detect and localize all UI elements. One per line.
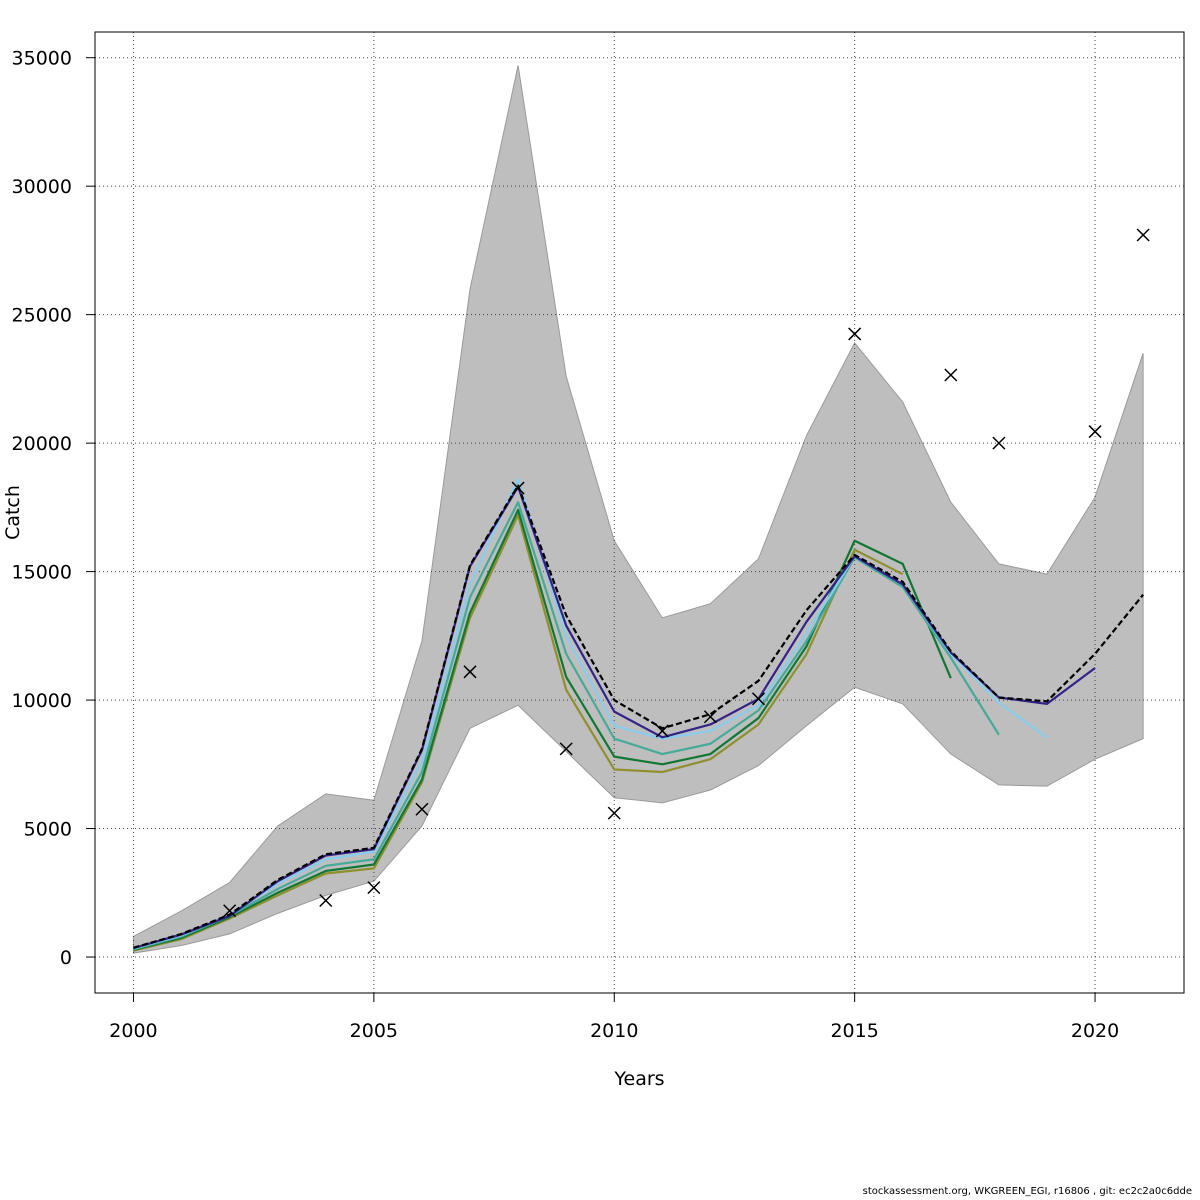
observation-marker xyxy=(751,692,766,706)
y-tick-label: 0 xyxy=(60,947,72,969)
series-line-2016 xyxy=(133,513,904,952)
series-line-2021 xyxy=(133,484,1144,949)
observation-marker xyxy=(848,327,862,341)
x-tick-label: 2005 xyxy=(350,1020,398,1042)
y-tick-label: 35000 xyxy=(12,48,72,70)
y-tick-label: 15000 xyxy=(12,562,72,584)
observation-marker xyxy=(319,893,333,908)
x-axis-title: Years xyxy=(613,1068,664,1090)
observation-marker xyxy=(607,806,621,820)
confidence-band-layer xyxy=(132,65,1144,954)
y-tick-label: 30000 xyxy=(12,176,72,198)
y-tick-label: 20000 xyxy=(12,433,72,455)
observation-marker xyxy=(655,724,669,738)
observation-marker xyxy=(463,665,477,679)
y-axis-title: Catch xyxy=(2,485,24,540)
observation-marker xyxy=(992,436,1006,450)
observation-marker xyxy=(367,881,381,895)
grid-layer xyxy=(95,32,1184,993)
observation-marker xyxy=(415,802,429,816)
observation-marker xyxy=(1136,228,1150,242)
observation-marker xyxy=(511,481,525,495)
plot-frame xyxy=(94,31,1185,994)
observation-marker xyxy=(703,710,717,724)
confidence-band xyxy=(132,65,1144,954)
observations-layer xyxy=(223,228,1150,918)
x-tick-label: 2010 xyxy=(590,1020,638,1042)
observation-marker xyxy=(223,904,237,918)
x-tick-label: 2015 xyxy=(830,1020,878,1042)
footer-credit: stockassessment.org, WKGREEN_EGI, r16806… xyxy=(862,1186,1192,1197)
observation-marker xyxy=(944,368,958,382)
x-tick-label: 2000 xyxy=(109,1020,157,1042)
axis-layer: 2000 2005 2010 2015 2020 0 5000 10000 15000 20000… xyxy=(12,48,1120,1042)
y-tick-label: 10000 xyxy=(12,690,72,712)
y-tick-label: 25000 xyxy=(12,305,72,327)
x-tick-label: 2020 xyxy=(1071,1020,1119,1042)
y-tick-label: 5000 xyxy=(24,819,72,841)
series-layer xyxy=(133,477,1144,952)
observation-marker xyxy=(559,742,573,756)
observation-marker xyxy=(1088,425,1102,439)
